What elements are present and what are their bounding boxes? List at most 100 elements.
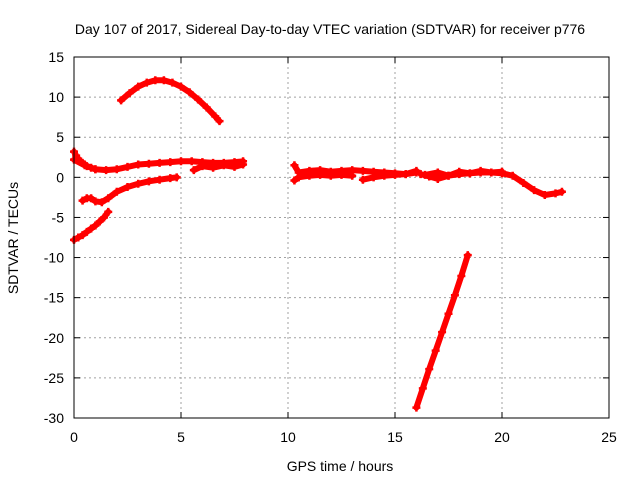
data-point <box>290 176 299 185</box>
data-point <box>230 162 239 171</box>
data-point <box>457 272 466 281</box>
data-point <box>142 78 151 87</box>
data-point <box>123 182 132 191</box>
data-point <box>487 168 496 177</box>
data-point <box>219 161 228 170</box>
data-point <box>358 175 367 184</box>
data-point <box>125 89 134 98</box>
data-point <box>476 166 485 175</box>
data-point <box>194 95 203 104</box>
data-point <box>87 224 96 233</box>
data-point <box>431 346 440 355</box>
data-point <box>211 112 220 121</box>
data-point <box>465 169 474 178</box>
data-point <box>215 117 224 126</box>
data-point <box>104 207 113 216</box>
x-tick-label: 20 <box>494 429 510 445</box>
x-tick-label: 0 <box>70 429 78 445</box>
y-tick-label: -30 <box>44 410 64 426</box>
y-tick-label: -15 <box>44 290 64 306</box>
data-point <box>155 175 164 184</box>
data-point <box>172 173 181 182</box>
data-point <box>134 179 143 188</box>
y-tick-label: 5 <box>56 129 64 145</box>
data-point <box>155 158 164 167</box>
data-point <box>337 170 346 179</box>
data-point <box>305 171 314 180</box>
data-point <box>74 233 83 242</box>
data-point <box>99 213 108 222</box>
data-point <box>104 194 113 203</box>
data-point <box>294 173 303 182</box>
data-point <box>418 384 427 393</box>
data-point <box>450 291 459 300</box>
data-point <box>420 170 429 179</box>
data-point <box>168 78 177 87</box>
data-point <box>444 171 453 180</box>
data-point <box>87 194 96 203</box>
data-point <box>369 173 378 182</box>
data-point <box>91 221 100 230</box>
data-point <box>519 178 528 187</box>
data-point <box>463 251 472 260</box>
data-point <box>185 88 194 97</box>
data-point <box>498 167 506 176</box>
series-arc-3 <box>79 174 180 206</box>
data-point <box>78 231 87 240</box>
data-series <box>70 76 566 412</box>
data-point <box>425 365 434 374</box>
data-point <box>198 162 207 171</box>
data-point <box>391 170 399 179</box>
x-tick-label: 15 <box>387 429 403 445</box>
y-tick-label: 10 <box>48 89 64 105</box>
y-tick-label: 0 <box>56 169 64 185</box>
data-point <box>401 170 410 179</box>
data-point <box>112 187 121 196</box>
data-point <box>144 159 153 168</box>
y-tick-label: -5 <box>52 209 65 225</box>
data-point <box>412 403 421 412</box>
grid <box>74 57 609 418</box>
data-point <box>78 196 87 205</box>
data-point <box>91 165 100 174</box>
data-point <box>508 171 517 180</box>
data-point <box>95 217 104 226</box>
data-point <box>112 165 121 174</box>
data-point <box>134 82 143 91</box>
data-point <box>290 161 299 170</box>
data-point <box>151 76 160 85</box>
axes: 0 5 10 15 20 25 -30 -25 -20 -15 -10 -5 0 5 10 15 <box>44 49 617 445</box>
data-point <box>187 157 196 166</box>
data-point <box>177 82 185 91</box>
data-point <box>530 186 539 195</box>
data-point <box>316 170 325 179</box>
plot-frame <box>73 56 610 419</box>
data-point <box>82 227 91 236</box>
data-point <box>159 76 168 85</box>
y-tick-label: -20 <box>44 330 64 346</box>
data-point <box>144 177 153 186</box>
x-tick-label: 10 <box>280 429 296 445</box>
chart-title: Day 107 of 2017, Sidereal Day-to-day VTE… <box>75 21 585 37</box>
data-point <box>540 190 549 199</box>
x-tick-label: 25 <box>601 429 617 445</box>
data-point <box>134 160 143 169</box>
data-point <box>444 309 453 318</box>
y-axis-label: SDTVAR / TECUs <box>5 182 21 294</box>
data-point <box>117 96 126 105</box>
data-point <box>102 166 111 175</box>
data-point <box>177 157 185 166</box>
data-point <box>209 163 218 172</box>
data-point <box>551 189 560 198</box>
data-point <box>189 166 198 175</box>
data-point <box>380 171 389 180</box>
data-point <box>202 103 211 112</box>
y-tick-label: -25 <box>44 370 64 386</box>
data-point <box>455 167 464 176</box>
data-point <box>557 187 566 196</box>
data-point <box>358 166 367 175</box>
x-axis-label: GPS time / hours <box>287 458 394 474</box>
y-tick-label: -10 <box>44 250 64 266</box>
x-tick-label: 5 <box>177 429 185 445</box>
